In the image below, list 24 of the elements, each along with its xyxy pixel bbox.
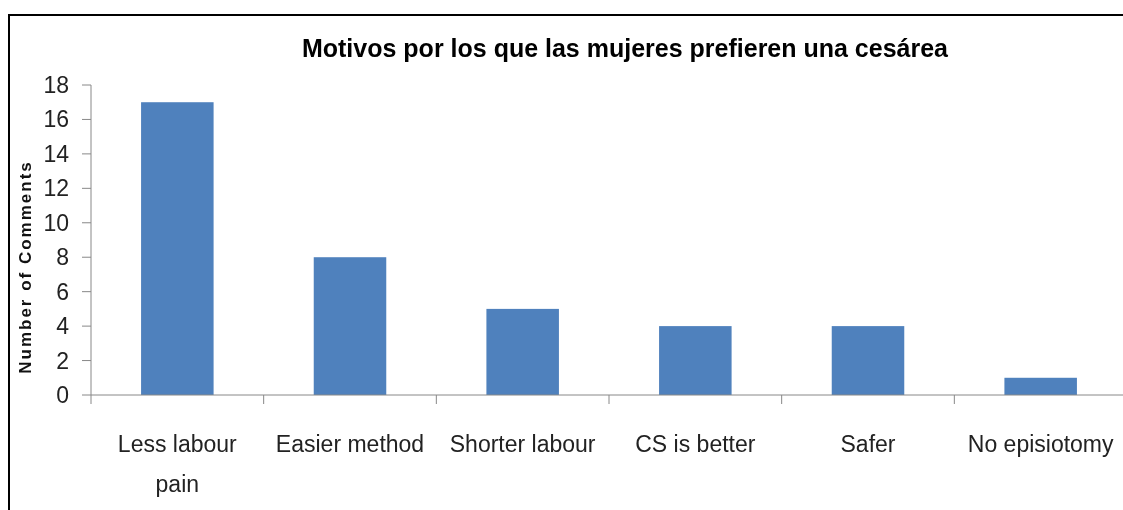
chart-title: Motivos por los que las mujeres prefieren una cesárea bbox=[301, 34, 950, 62]
x-tick-label: Less labour pain bbox=[117, 431, 238, 497]
y-tick-label: 2 bbox=[56, 347, 69, 374]
bar bbox=[141, 102, 214, 395]
bar bbox=[659, 326, 732, 395]
y-tick-label: 0 bbox=[56, 382, 69, 409]
x-tick-label: No episiotomy bbox=[967, 431, 1115, 457]
bar bbox=[313, 257, 387, 395]
y-axis-title: Number of Comments bbox=[16, 160, 35, 374]
y-tick-label: 4 bbox=[56, 313, 70, 340]
y-tick-label: 8 bbox=[56, 244, 69, 271]
bar bbox=[831, 326, 905, 395]
x-tick-label: Safer bbox=[840, 431, 896, 457]
x-tick-label: Shorter labour bbox=[449, 431, 596, 457]
bar bbox=[486, 308, 559, 395]
y-tick-label: 10 bbox=[43, 209, 69, 236]
y-tick-label: 18 bbox=[43, 72, 69, 99]
y-tick-label: 6 bbox=[56, 278, 69, 305]
y-tick-label: 14 bbox=[43, 140, 70, 167]
y-tick-label: 12 bbox=[43, 175, 69, 202]
y-tick-label: 16 bbox=[43, 106, 69, 133]
x-tick-label: Easier method bbox=[275, 431, 425, 457]
bar bbox=[1004, 377, 1077, 395]
x-tick-label: CS is better bbox=[635, 431, 756, 457]
